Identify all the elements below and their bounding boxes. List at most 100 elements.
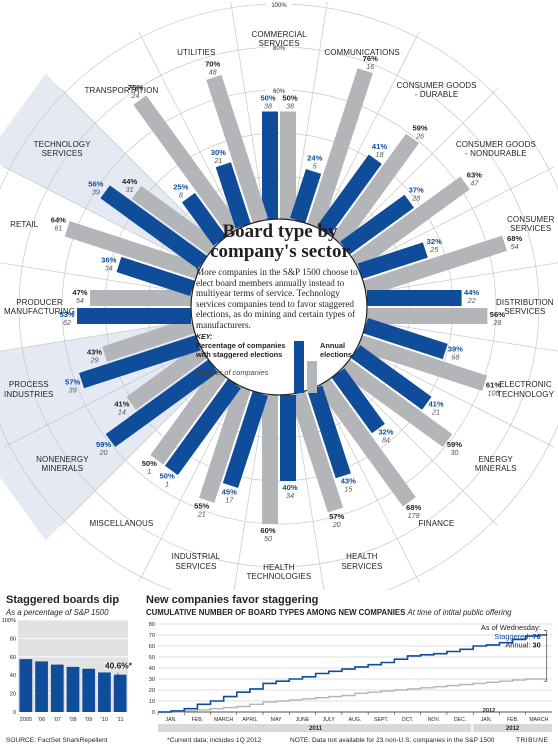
x-tick-label: AUG. bbox=[349, 717, 362, 723]
annual-pct-label: 50% bbox=[282, 94, 297, 103]
sector-label: FINANCE bbox=[418, 519, 455, 529]
y-tick-label: 50 bbox=[149, 655, 155, 661]
spoke-2 bbox=[340, 88, 498, 246]
annotation-staggered: Staggered: 70 bbox=[494, 632, 540, 641]
sector-bars-16 bbox=[64, 221, 201, 296]
staggered-pct-label: 41% bbox=[428, 400, 443, 409]
staggered-bar bbox=[280, 395, 296, 481]
spoke-17 bbox=[60, 88, 218, 246]
annual-count-label: 31 bbox=[126, 185, 134, 194]
sector-label: PRODUCER MANUFACTURING bbox=[4, 297, 76, 316]
sector-bars-8 bbox=[316, 368, 416, 507]
sector-bars-19 bbox=[206, 74, 268, 229]
annual-count-label: 108 bbox=[488, 388, 500, 397]
annual-count-label: 16 bbox=[366, 62, 374, 71]
annual-count-label: 28 bbox=[492, 318, 501, 327]
annual-count-label: 21 bbox=[197, 509, 206, 518]
y-tick-label: 30 bbox=[149, 677, 155, 683]
y-tick-label: 100% bbox=[2, 618, 16, 624]
new-companies-subtitle: CUMULATIVE NUMBER OF BOARD TYPES AMONG N… bbox=[146, 608, 512, 617]
y-tick-label: 20 bbox=[149, 688, 155, 694]
annual-pct-label: 60% bbox=[260, 526, 275, 535]
sector-bars-18 bbox=[133, 95, 242, 246]
staggered-bar bbox=[316, 154, 382, 236]
staggered-count-label: 68 bbox=[451, 353, 459, 362]
staggered-bar bbox=[79, 335, 201, 389]
annual-bar bbox=[131, 185, 218, 255]
staggered-bar bbox=[307, 385, 351, 479]
annual-count-label: 24 bbox=[131, 91, 140, 100]
annual-pct-label: 68% bbox=[406, 503, 421, 512]
spoke-6 bbox=[357, 346, 555, 448]
ring-label-bg bbox=[266, 1, 292, 9]
annual-pct-label: 70% bbox=[205, 59, 220, 68]
data-availability-note: NOTE: Data not available for 23 non-U.S.… bbox=[290, 737, 495, 744]
bar bbox=[19, 659, 33, 712]
annotation-value: 40.6%* bbox=[105, 661, 133, 671]
x-tick-label: FEB. bbox=[192, 717, 204, 723]
ring-label: 100% bbox=[271, 3, 287, 9]
sector-label: TECHNOLOGY SERVICES bbox=[33, 139, 91, 159]
sector-bars-14 bbox=[79, 318, 201, 389]
year-band-2011 bbox=[158, 724, 472, 732]
staggered-bar bbox=[105, 359, 218, 448]
staggered-bar bbox=[100, 185, 208, 270]
annual-count-label: 48 bbox=[209, 67, 217, 76]
staggered-bar bbox=[77, 308, 191, 324]
ring-label: 80% bbox=[273, 46, 286, 52]
spoke-4 bbox=[365, 262, 558, 294]
new-companies-title: New companies favor staggering bbox=[146, 594, 319, 606]
sector-label: PROCESS INDUSTRIES bbox=[4, 380, 54, 399]
staggered-count-label: 5 bbox=[313, 161, 318, 170]
spoke-9 bbox=[292, 393, 325, 590]
y-tick-label: 80 bbox=[10, 636, 16, 642]
staggered-pct-label: 56% bbox=[88, 180, 103, 189]
sector-label: HEALTH TECHNOLOGIES bbox=[246, 563, 312, 582]
radial-center: Board type by company's sector More comp… bbox=[196, 221, 364, 393]
staggered-count-label: 25 bbox=[429, 245, 439, 254]
spoke-7 bbox=[340, 368, 498, 526]
sector-label: ELECTRONIC TECHNOLOGY bbox=[497, 380, 555, 399]
staggered-count-label: 34 bbox=[286, 491, 294, 500]
bar bbox=[50, 664, 64, 712]
annotation-annual-value: 30 bbox=[533, 641, 541, 650]
new-companies-chart: 80 70 60 50 40 30 20 10 0 JAN. FEB. MARCH APRIL MAY JU… bbox=[149, 622, 552, 732]
spoke-3 bbox=[357, 166, 555, 268]
center-circle bbox=[190, 218, 368, 396]
source-note: SOURCE: FactSet SharkRepellent bbox=[6, 737, 108, 744]
annual-pct-label: 50% bbox=[142, 459, 157, 468]
annual-pct-label: 57% bbox=[329, 512, 344, 521]
key-number-label: Number of companies bbox=[196, 367, 269, 377]
staggered-bar bbox=[350, 344, 432, 410]
sector-label: MISCELLANOUS bbox=[89, 519, 154, 529]
key-annual-swatch bbox=[307, 360, 317, 393]
spoke-14 bbox=[0, 320, 193, 352]
key-heading: KEY: bbox=[196, 333, 213, 341]
staggered-count-label: 20 bbox=[99, 448, 108, 457]
x-tick-label: '10 bbox=[101, 717, 108, 723]
staggered-count-label: 62 bbox=[63, 318, 71, 327]
staggered-pct-label: 43% bbox=[341, 477, 356, 486]
x-tick-label: DEC. bbox=[454, 717, 466, 723]
sector-bars-5 bbox=[366, 290, 488, 324]
credit: TRIBUNE bbox=[516, 737, 549, 744]
sector-label: RETAIL bbox=[10, 219, 39, 229]
key-staggered-swatch bbox=[294, 340, 304, 393]
x-tick-label: '11 bbox=[117, 717, 124, 723]
bar bbox=[35, 661, 48, 712]
staggered-bar bbox=[215, 162, 251, 229]
annual-bar bbox=[280, 111, 296, 219]
chart-title: Board type by company's sector bbox=[210, 221, 350, 262]
annual-count-label: 14 bbox=[118, 408, 126, 417]
ring-20 bbox=[147, 175, 411, 439]
x-tick-label: APRIL bbox=[242, 717, 257, 723]
year-marker-2012: 2012 bbox=[483, 708, 495, 714]
staggered-pct-label: 53% bbox=[59, 310, 74, 319]
staggered-count-label: 28 bbox=[411, 194, 420, 203]
x-tick-label: '07 bbox=[54, 717, 61, 723]
annual-bar bbox=[331, 133, 420, 246]
x-tick-label: JAN. bbox=[481, 717, 492, 723]
board-dip-subtitle: As a percentage of S&P 1500 bbox=[6, 608, 109, 617]
x-tick-label: MARCH bbox=[214, 717, 233, 723]
x-tick-label: OCT. bbox=[402, 717, 414, 723]
